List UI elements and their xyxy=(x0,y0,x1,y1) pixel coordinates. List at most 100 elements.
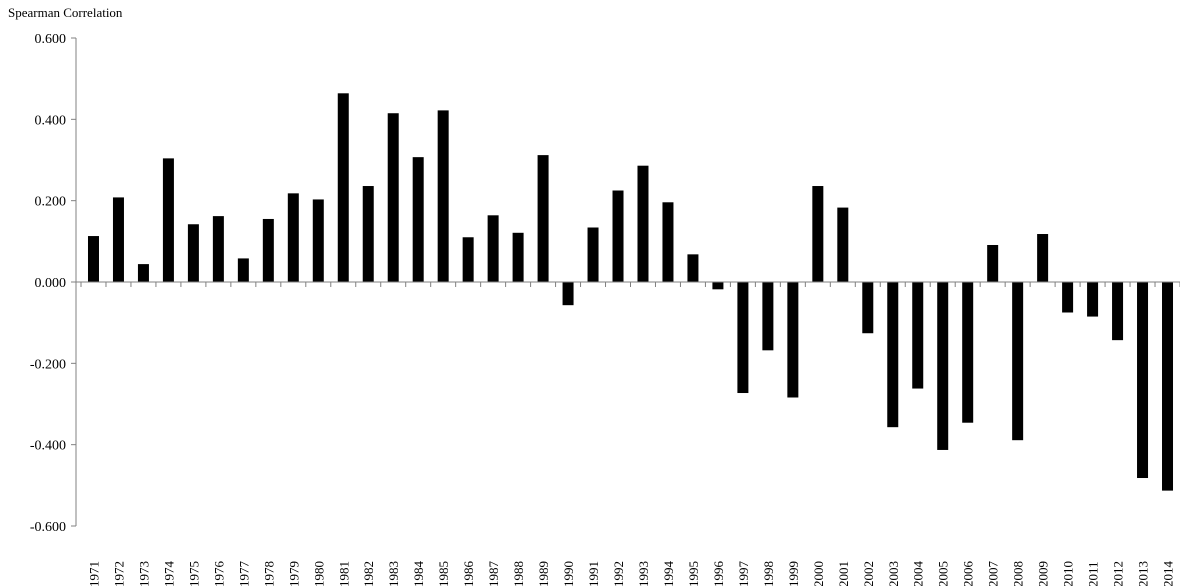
x-tick-label: 1973 xyxy=(136,561,151,586)
x-tick-label: 1988 xyxy=(511,561,526,586)
x-tick-label: 1982 xyxy=(361,561,376,586)
x-axis: 1971 1972 1973 1974 1975 1976 1977 1978 1979 1980… xyxy=(76,281,1180,586)
bars xyxy=(87,93,1174,491)
bar-2004 xyxy=(912,282,924,389)
x-tick-label: 1977 xyxy=(236,561,251,586)
x-tick-label: 1989 xyxy=(536,561,551,586)
y-tick-label: 0.200 xyxy=(35,195,67,210)
bar-1999 xyxy=(787,282,799,398)
x-tick-label: 1983 xyxy=(386,561,401,586)
y-tick-label: 0.400 xyxy=(35,113,67,128)
bar-1981 xyxy=(337,93,349,282)
y-tick-label: 0.600 xyxy=(35,32,67,47)
bar-1980 xyxy=(312,199,324,282)
x-tick-label: 1974 xyxy=(161,561,176,586)
x-tick-label: 2009 xyxy=(1036,561,1051,586)
bar-1994 xyxy=(662,202,674,282)
bar-1998 xyxy=(762,282,774,351)
x-tick-label: 1994 xyxy=(661,561,676,586)
x-tick-label: 1995 xyxy=(686,561,701,586)
y-axis: -0.600 -0.400 -0.200 0.000 0.200 0.400 0.600 xyxy=(30,32,77,535)
bar-2003 xyxy=(887,282,899,428)
bar-2002 xyxy=(862,282,874,334)
bar-1984 xyxy=(412,157,424,282)
bar-1971 xyxy=(87,236,99,282)
x-tick-label: 1978 xyxy=(261,561,276,586)
bar-1993 xyxy=(637,165,649,282)
bar-1974 xyxy=(162,158,174,282)
bar-2000 xyxy=(812,186,824,282)
x-tick-label: 1985 xyxy=(436,561,451,586)
x-tick-label: 2005 xyxy=(936,561,951,586)
x-tick-label: 2001 xyxy=(836,561,851,586)
bar-2014 xyxy=(1162,282,1174,491)
x-tick-label: 2002 xyxy=(861,561,876,586)
x-tick-label: 2003 xyxy=(886,561,901,586)
bar-1990 xyxy=(562,282,574,306)
bar-1992 xyxy=(612,190,624,282)
bar-2013 xyxy=(1137,282,1149,479)
bar-1991 xyxy=(587,227,599,282)
bar-1979 xyxy=(287,193,299,282)
bar-2008 xyxy=(1012,282,1024,441)
bar-1995 xyxy=(687,254,699,282)
x-tick-label: 2000 xyxy=(811,561,826,586)
bar-2005 xyxy=(937,282,949,450)
y-tick-label: 0.000 xyxy=(35,276,67,291)
x-tick-label: 1984 xyxy=(411,561,426,586)
bar-1983 xyxy=(387,113,399,282)
x-tick-label: 2012 xyxy=(1111,561,1126,586)
x-tick-label: 1993 xyxy=(636,561,651,586)
x-tick-label: 2014 xyxy=(1161,561,1176,586)
x-tick-label: 2010 xyxy=(1061,561,1076,586)
x-tick-label: 1980 xyxy=(311,561,326,586)
bar-1982 xyxy=(362,186,374,282)
x-tick-label: 1998 xyxy=(761,561,776,586)
bar-1976 xyxy=(212,216,224,282)
bar-1986 xyxy=(462,237,474,282)
bar-1978 xyxy=(262,218,274,282)
x-tick-label: 1996 xyxy=(711,561,726,586)
bar-2012 xyxy=(1112,282,1124,341)
x-tick-label: 2008 xyxy=(1011,561,1026,586)
x-tick-label: 1991 xyxy=(586,561,601,586)
x-tick-label: 1981 xyxy=(336,561,351,586)
bar-1975 xyxy=(187,224,199,282)
bar-1972 xyxy=(112,197,124,282)
bar-2011 xyxy=(1087,282,1099,317)
x-tick-label: 1972 xyxy=(111,561,126,586)
y-tick-label: -0.600 xyxy=(30,520,66,535)
x-tick-label: 2006 xyxy=(961,561,976,586)
x-tick-label: 1992 xyxy=(611,561,626,586)
bar-1973 xyxy=(137,264,149,282)
x-tick-label: 1987 xyxy=(486,561,501,586)
y-axis-title: Spearman Correlation xyxy=(8,5,123,20)
y-tick-label: -0.200 xyxy=(30,357,66,372)
bar-1985 xyxy=(437,110,449,283)
x-tick-label: 2011 xyxy=(1086,561,1101,586)
bar-2007 xyxy=(987,244,999,282)
x-tick-label: 1979 xyxy=(286,561,301,586)
bar-2009 xyxy=(1037,234,1049,282)
bar-2001 xyxy=(837,207,849,282)
bar-1989 xyxy=(537,155,549,282)
x-tick-label: 1976 xyxy=(211,561,226,586)
bar-1997 xyxy=(737,282,749,394)
x-tick-label: 2007 xyxy=(986,561,1001,586)
x-tick-label: 1999 xyxy=(786,561,801,586)
x-tick-label: 1990 xyxy=(561,561,576,586)
bar-1977 xyxy=(237,258,249,282)
bar-1996 xyxy=(712,282,724,290)
x-tick-label: 2013 xyxy=(1136,561,1151,586)
x-tick-label: 1986 xyxy=(461,561,476,586)
x-tick-label: 1975 xyxy=(186,561,201,586)
x-tick-label: 2004 xyxy=(911,561,926,586)
bar-2010 xyxy=(1062,282,1074,313)
y-tick-label: -0.400 xyxy=(30,439,66,454)
bar-2006 xyxy=(962,282,974,423)
x-tick-label: 1971 xyxy=(86,561,101,586)
x-tick-label: 1997 xyxy=(736,561,751,586)
bar-1988 xyxy=(512,232,524,282)
